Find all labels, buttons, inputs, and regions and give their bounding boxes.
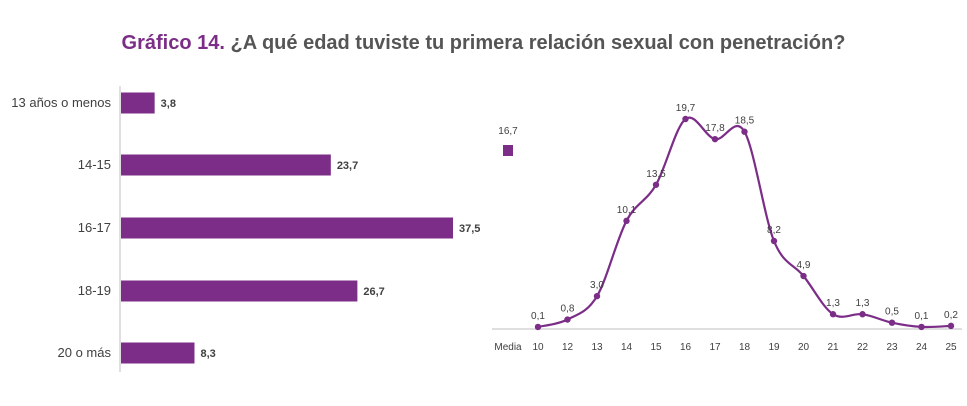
media-value-label: 16,7 bbox=[498, 126, 518, 137]
x-tick-label: 21 bbox=[827, 342, 839, 353]
x-tick-label: 24 bbox=[916, 342, 928, 353]
chart-title-text: ¿A qué edad tuviste tu primera relación … bbox=[230, 32, 846, 54]
bar-category-label: 16-17 bbox=[78, 220, 111, 235]
bar-value-label: 26,7 bbox=[363, 286, 384, 298]
bar bbox=[121, 92, 155, 114]
data-point-label: 17,8 bbox=[705, 123, 725, 134]
data-point bbox=[623, 217, 630, 225]
data-point bbox=[593, 292, 601, 300]
data-point-label: 4,9 bbox=[797, 260, 811, 271]
data-point bbox=[652, 181, 660, 188]
bar bbox=[121, 154, 331, 176]
bar-value-label: 3,8 bbox=[161, 98, 176, 110]
x-tick-label: 23 bbox=[886, 342, 898, 353]
data-point bbox=[859, 311, 866, 318]
bar bbox=[121, 217, 453, 239]
data-point-label: 0,5 bbox=[885, 307, 899, 318]
bar-category-label: 18-19 bbox=[78, 283, 111, 298]
data-point bbox=[918, 323, 925, 331]
bar-category-label: 13 años o menos bbox=[11, 95, 111, 110]
x-tick-label: 22 bbox=[857, 342, 869, 353]
chart-title: Gráfico 14. ¿A qué edad tuviste tu prime… bbox=[0, 32, 967, 55]
bar-value-label: 23,7 bbox=[337, 160, 358, 172]
x-tick-label: 17 bbox=[709, 342, 721, 353]
bar-category-label: 14-15 bbox=[78, 157, 111, 172]
data-point-label: 0,2 bbox=[944, 310, 958, 321]
x-tick-label: 18 bbox=[739, 342, 751, 353]
x-tick-label: 16 bbox=[680, 342, 692, 353]
data-point bbox=[829, 311, 837, 318]
data-point bbox=[682, 115, 689, 123]
data-point-label: 10,1 bbox=[617, 205, 637, 216]
bar-category-label: 20 o más bbox=[58, 345, 112, 360]
data-point bbox=[534, 323, 542, 331]
media-marker bbox=[503, 145, 513, 156]
data-point bbox=[800, 272, 807, 280]
x-tick-label: 10 bbox=[532, 342, 544, 353]
data-point-label: 1,3 bbox=[826, 298, 840, 309]
data-point-label: 1,3 bbox=[856, 298, 870, 309]
data-point bbox=[564, 316, 571, 323]
x-tick-label: 12 bbox=[562, 342, 574, 353]
data-point-label: 0,1 bbox=[915, 311, 929, 322]
data-point bbox=[711, 135, 719, 143]
data-point-label: 19,7 bbox=[676, 103, 696, 114]
bar-value-label: 8,3 bbox=[200, 348, 215, 360]
bar-value-label: 37,5 bbox=[459, 223, 480, 235]
x-tick-label: Media bbox=[494, 342, 522, 353]
x-tick-label: 19 bbox=[768, 342, 780, 353]
data-point-label: 18,5 bbox=[735, 116, 755, 127]
data-point-label: 8,2 bbox=[767, 225, 781, 236]
data-point-label: 0,8 bbox=[561, 304, 575, 315]
bar bbox=[121, 342, 195, 364]
bar bbox=[121, 280, 358, 302]
chart-title-prefix: Gráfico 14. bbox=[121, 32, 225, 54]
data-point-label: 0,1 bbox=[531, 311, 545, 322]
x-tick-label: 15 bbox=[650, 342, 662, 353]
data-point bbox=[770, 237, 778, 245]
x-tick-label: 25 bbox=[945, 342, 957, 353]
data-point-label: 3,0 bbox=[590, 280, 604, 291]
data-point bbox=[888, 319, 896, 326]
line-chart: 16,7 Media 0,1 10 0,8 12 3,0 13 10,1 14 13,5 15 19,7… bbox=[492, 103, 962, 353]
data-point bbox=[947, 322, 955, 330]
data-point-label: 13,5 bbox=[646, 169, 666, 180]
x-tick-label: 20 bbox=[798, 342, 810, 353]
x-tick-label: 14 bbox=[621, 342, 633, 353]
data-point bbox=[741, 128, 748, 135]
x-tick-label: 13 bbox=[591, 342, 603, 353]
bar-chart: 13 años o menos 3,8 14-15 23,7 16-17 37,5 18-1… bbox=[11, 86, 480, 372]
